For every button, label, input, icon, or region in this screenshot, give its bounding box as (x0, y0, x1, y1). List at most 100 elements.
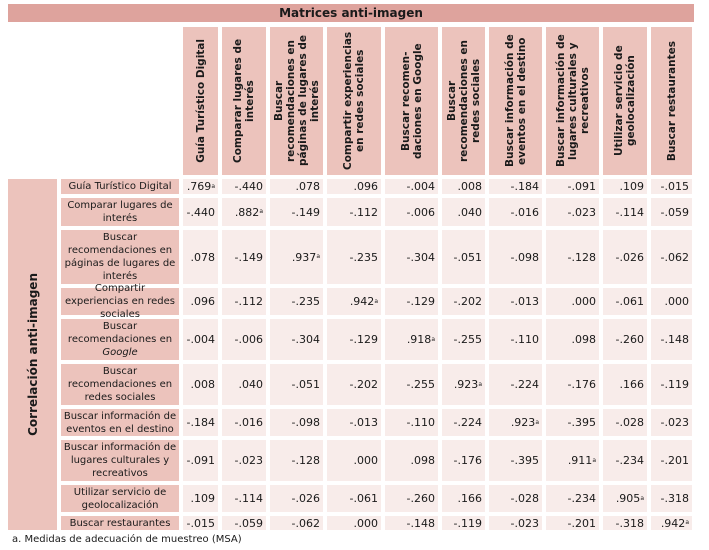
cell-value: -.026 (615, 250, 644, 264)
row-label: Buscar información de eventos en el dest… (61, 409, 179, 436)
table-cell: -.013 (327, 409, 381, 436)
cell-value: .923 (510, 416, 536, 429)
row-label-text: Utilizar servicio de geolocalización (63, 486, 177, 512)
row-label-main: Comparar lugares de interés (67, 200, 173, 224)
cell-value: -.004 (186, 333, 215, 346)
msa-marker: a (685, 519, 689, 526)
table-cell: .166 (603, 364, 647, 405)
cell-value: -.148 (406, 516, 435, 530)
table-cell: -.255 (385, 364, 438, 405)
table-cell: .000 (327, 516, 381, 530)
table-cell: -.028 (489, 485, 542, 512)
row-label: Buscar información de lugares culturales… (61, 440, 179, 481)
table-cell: -.004 (183, 319, 218, 360)
table-cell: -.255 (442, 319, 485, 360)
table-cell: -.234 (603, 440, 647, 481)
cell-value: -.112 (234, 295, 263, 308)
row-label-main: Buscar información de eventos en el dest… (63, 410, 177, 435)
table-cell: .000 (651, 288, 692, 315)
column-header: Buscar recomen-daciones en Google (385, 27, 438, 175)
row-label-text: Comparar lugares de interés (63, 199, 177, 225)
table-cell: -.023 (546, 198, 599, 226)
table-cell: -.023 (651, 409, 692, 436)
cell-value: -.235 (349, 250, 378, 264)
cell-value: .769 (186, 180, 212, 193)
cell-value: -.304 (406, 250, 435, 264)
table-cell: .096 (327, 179, 381, 194)
table-cell: -.112 (327, 198, 381, 226)
cell-value: -.028 (615, 416, 644, 429)
cell-value: .078 (190, 250, 216, 264)
cell-value: -.440 (186, 205, 215, 219)
cell-value: -.395 (567, 416, 596, 429)
cell-value: .040 (238, 378, 264, 391)
cell-value: -.062 (660, 250, 689, 264)
side-header: Correlación anti-imagen (8, 179, 57, 530)
table-cell: -.235 (270, 288, 323, 315)
table-cell: .008 (183, 364, 218, 405)
cell-value: -.149 (291, 205, 320, 219)
anti-image-matrix: Correlación anti-imagen Guía Turístico D… (8, 27, 692, 530)
table-cell: -.176 (442, 440, 485, 481)
table-cell: .096 (183, 288, 218, 315)
cell-value: -.128 (291, 454, 320, 467)
cell-value: .882 (234, 205, 260, 219)
cell-value: -.234 (615, 454, 644, 467)
table-cell: .918 a (385, 319, 438, 360)
cell-value: -.013 (510, 295, 539, 308)
table-cell: -.148 (385, 516, 438, 530)
cell-value: .000 (664, 295, 690, 308)
row-label: Compartir experiencias en redes sociales (61, 283, 179, 320)
cell-value: -.091 (186, 454, 215, 467)
row-label-main: Buscar recomendaciones en páginas de lug… (64, 232, 176, 282)
table-cell: -.395 (489, 440, 542, 481)
column-header-label: Buscar recomendaciones en páginas de lug… (272, 35, 321, 167)
table-cell: -.006 (222, 319, 266, 360)
table-cell: -.440 (183, 198, 218, 226)
table-cell: -.304 (385, 230, 438, 284)
cell-value: -.051 (453, 250, 482, 264)
cell-value: -.059 (234, 516, 263, 530)
side-header-label: Correlación anti-imagen (25, 273, 40, 436)
msa-marker: a (592, 456, 596, 464)
cell-value: -.098 (291, 416, 320, 429)
table-cell: -.062 (270, 516, 323, 530)
table-cell: -.440 (222, 179, 266, 194)
table-cell: .040 (222, 364, 266, 405)
column-header: Buscar información de eventos en el dest… (489, 27, 542, 175)
table-cell: .937 a (270, 230, 323, 284)
cell-value: .911 (567, 454, 593, 467)
column-header: Buscar información de lugares culturales… (546, 27, 599, 175)
table-cell: -.016 (222, 409, 266, 436)
cell-value: -.440 (234, 180, 263, 193)
row-label: Utilizar servicio de geolocalización (61, 485, 179, 512)
table-cell: .098 (546, 319, 599, 360)
table-cell: -.026 (603, 230, 647, 284)
cell-value: -.395 (510, 454, 539, 467)
table-cell: -.149 (222, 230, 266, 284)
row-label-text: Buscar recomendaciones en páginas de lug… (63, 231, 177, 283)
cell-value: -.015 (660, 180, 689, 193)
row-label-main: Guía Turístico Digital (68, 181, 172, 192)
cell-value: .008 (190, 378, 216, 391)
cell-value: -.202 (453, 295, 482, 308)
column-header-label: Buscar recomen-daciones en Google (399, 43, 424, 159)
table-cell: .769 a (183, 179, 218, 194)
column-header-label: Buscar restaurantes (665, 40, 678, 162)
column-header-label: Guía Turístico Digital (194, 39, 207, 163)
column-header: Buscar recomendaciones en páginas de lug… (270, 27, 323, 175)
cell-value: .098 (410, 454, 436, 467)
table-cell: -.098 (270, 409, 323, 436)
table-cell: .098 (385, 440, 438, 481)
column-header-label: Buscar información de eventos en el dest… (503, 34, 528, 168)
row-label: Buscar restaurantes (61, 516, 179, 530)
cell-value: -.184 (186, 416, 215, 429)
row-label: Buscar recomendaciones en Google (61, 319, 179, 360)
cell-value: -.091 (567, 180, 596, 193)
table-cell: -.234 (546, 485, 599, 512)
cell-value: -.023 (660, 416, 689, 429)
msa-marker: a (259, 208, 263, 215)
cell-value: -.098 (510, 250, 539, 264)
cell-value: -.260 (615, 333, 644, 346)
row-label-text: Buscar información de eventos en el dest… (63, 410, 177, 436)
